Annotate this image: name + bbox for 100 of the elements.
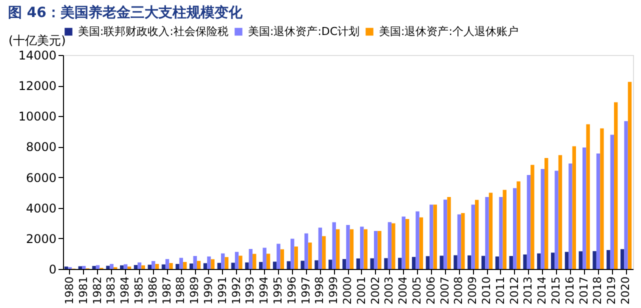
bar: [364, 229, 368, 269]
x-tick-label: 1989: [188, 276, 202, 304]
y-tick-label: 6000: [26, 170, 56, 185]
bar: [252, 254, 256, 269]
bar: [430, 204, 434, 269]
bar: [259, 262, 263, 269]
bar: [245, 262, 249, 269]
x-tick-label: 1981: [76, 276, 90, 304]
bar: [276, 244, 280, 269]
bar: [280, 249, 284, 269]
bar: [290, 238, 294, 269]
bar: [628, 82, 632, 269]
x-tick-label: 1985: [132, 276, 146, 304]
y-axis-title: (十亿美元): [8, 34, 66, 48]
bar: [346, 224, 350, 269]
x-tick-label: 2004: [396, 276, 410, 304]
x-tick-label: 2009: [466, 276, 480, 304]
bar: [544, 158, 548, 269]
bar: [193, 256, 197, 269]
bar: [586, 124, 590, 269]
bar: [554, 170, 558, 269]
bar: [614, 102, 618, 269]
bar: [572, 146, 576, 269]
x-tick-label: 2019: [605, 276, 618, 304]
x-tick-label: 2017: [577, 276, 590, 304]
x-tick-label: 1996: [285, 276, 298, 304]
bar: [374, 230, 378, 269]
bar: [162, 264, 166, 269]
bar: [392, 223, 396, 269]
bar: [600, 128, 604, 269]
x-tick-label: 1983: [104, 276, 118, 304]
bar: [620, 249, 624, 269]
bar: [499, 197, 503, 269]
bar: [419, 217, 424, 269]
bar: [502, 190, 506, 269]
bar: [221, 253, 225, 269]
bar: [405, 219, 410, 269]
bar: [322, 236, 326, 269]
bar: [82, 266, 86, 269]
x-tick-label: 2020: [619, 276, 632, 304]
bar: [530, 164, 534, 269]
x-tick-label: 1987: [160, 276, 174, 304]
bar: [96, 265, 100, 269]
x-tick-label: 2005: [410, 276, 424, 304]
bar: [266, 254, 270, 269]
bar: [523, 254, 527, 269]
bar: [416, 211, 420, 269]
x-tick-label: 2011: [494, 276, 507, 304]
bar: [568, 164, 572, 269]
legend-label: 美国:退休资产:DC计划: [248, 24, 360, 38]
bar: [217, 262, 222, 269]
x-tick-label: 1997: [299, 276, 312, 304]
bar: [440, 256, 444, 269]
bar: [485, 197, 489, 269]
bar: [141, 265, 146, 269]
bar: [169, 263, 173, 269]
bar: [286, 261, 291, 269]
bar: [350, 229, 354, 269]
bar: [308, 242, 312, 269]
bar: [203, 263, 208, 269]
x-tick-label: 2001: [354, 276, 368, 304]
bar: [155, 264, 159, 269]
bar: [328, 260, 332, 269]
bar: [388, 222, 392, 269]
bar: [468, 255, 472, 269]
bar: [606, 250, 610, 269]
bar: [582, 147, 586, 269]
bar: [402, 216, 406, 269]
bar: [120, 265, 124, 269]
bar: [262, 248, 266, 269]
y-tick-label: 12000: [18, 79, 56, 94]
bar: [207, 256, 211, 269]
bar: [412, 256, 416, 269]
x-tick-label: 2016: [563, 276, 576, 304]
bar: [234, 252, 239, 269]
bar: [294, 246, 298, 269]
y-tick-label: 8000: [26, 140, 56, 154]
bar: [332, 222, 336, 269]
y-tick-label: 10000: [18, 110, 56, 124]
x-tick-label: 1992: [230, 276, 243, 304]
bar: [318, 228, 322, 269]
y-tick-label: 4000: [26, 201, 56, 216]
bar: [336, 229, 340, 269]
bar: [134, 265, 138, 269]
y-tick-label: 2000: [26, 232, 56, 246]
legend-label: 美国:联邦财政收入:社会保险税: [78, 24, 228, 38]
bar: [342, 259, 346, 269]
bar: [78, 266, 82, 269]
bar: [550, 252, 555, 269]
bar: [106, 266, 110, 269]
bar: [516, 181, 520, 269]
bar: [356, 258, 360, 269]
bar: [457, 214, 462, 269]
x-tick-label: 1995: [271, 276, 284, 304]
bar: [558, 155, 562, 269]
bar: [564, 252, 569, 269]
bar: [526, 174, 531, 269]
x-tick-label: 2000: [341, 276, 354, 304]
y-tick-label: 14000: [18, 48, 56, 62]
x-tick-label: 1984: [118, 276, 132, 304]
